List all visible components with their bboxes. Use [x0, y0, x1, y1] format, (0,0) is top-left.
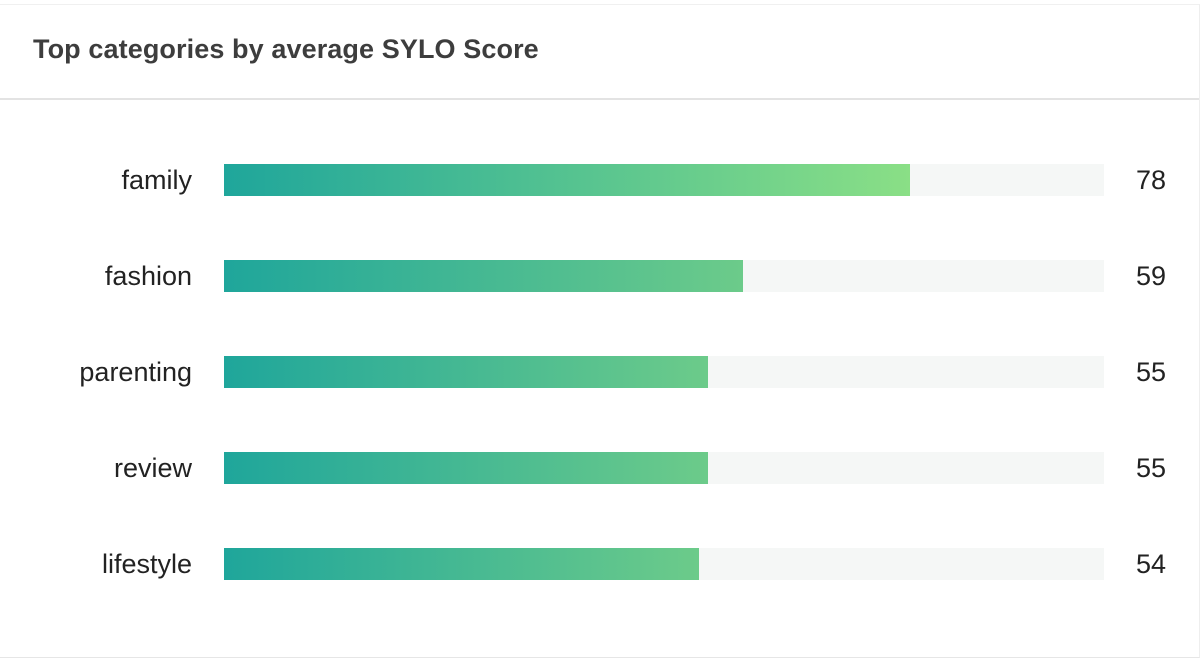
value-label: 59 — [1136, 261, 1166, 291]
bar — [224, 164, 910, 196]
bar — [224, 452, 708, 484]
value-label: 55 — [1136, 453, 1166, 483]
bar — [224, 548, 699, 580]
category-label: review — [114, 453, 193, 483]
bar-row: lifestyle 54 — [102, 548, 1166, 580]
chart-title: Top categories by average SYLO Score — [33, 34, 539, 64]
bar — [224, 356, 708, 388]
category-label: lifestyle — [102, 549, 192, 579]
category-label: family — [121, 165, 192, 195]
card-header: Top categories by average SYLO Score — [0, 5, 1199, 100]
bar-row: review 55 — [114, 452, 1166, 484]
value-label: 54 — [1136, 549, 1166, 579]
bar-row: fashion 59 — [105, 260, 1166, 292]
bar-row: parenting 55 — [79, 356, 1166, 388]
bar-row: family 78 — [121, 164, 1166, 196]
category-label: fashion — [105, 261, 192, 291]
value-label: 78 — [1136, 165, 1166, 195]
bar — [224, 260, 743, 292]
category-label: parenting — [79, 357, 192, 387]
value-label: 55 — [1136, 357, 1166, 387]
